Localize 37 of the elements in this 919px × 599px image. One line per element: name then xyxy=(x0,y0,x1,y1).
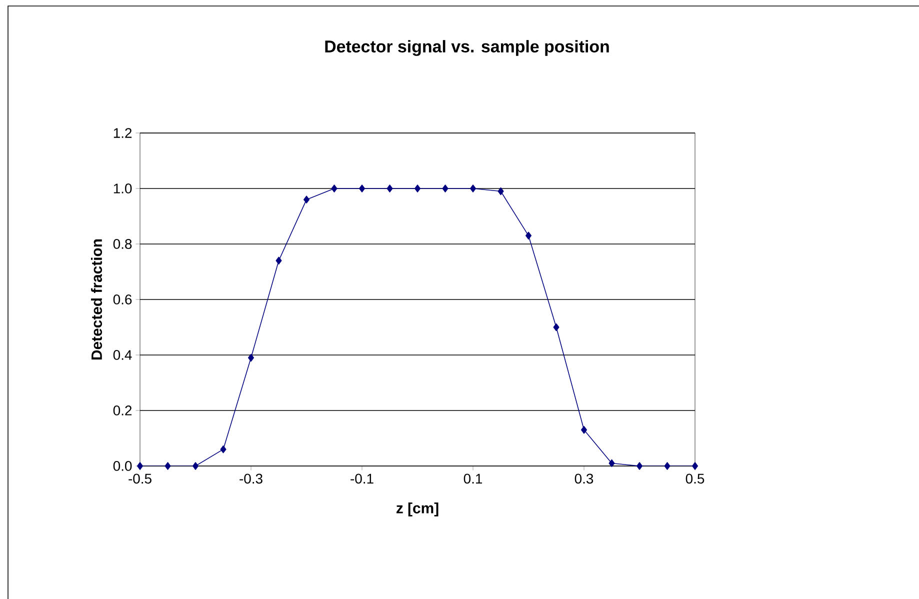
x-tick-label: 0.5 xyxy=(686,474,704,484)
point xyxy=(220,445,226,454)
point xyxy=(525,232,532,240)
x-axis-title: z [cm] xyxy=(396,502,438,516)
point xyxy=(276,256,282,265)
point xyxy=(692,462,698,470)
y-axis-title: Detected fraction xyxy=(91,239,102,360)
point xyxy=(442,184,448,192)
point xyxy=(303,196,310,204)
y-tick-label: 0.2 xyxy=(113,406,132,416)
y-tick-label: 0.6 xyxy=(113,294,132,304)
x-tick-label: -0.3 xyxy=(240,474,262,484)
point xyxy=(498,187,504,196)
y-tick-label: 0.8 xyxy=(113,239,132,249)
x-tick-label: -0.5 xyxy=(128,474,152,484)
x-tick-label: 0.3 xyxy=(574,474,594,484)
point xyxy=(358,184,366,192)
y-tick-label: 0.4 xyxy=(113,350,132,360)
point xyxy=(664,462,670,470)
point xyxy=(331,184,338,192)
point xyxy=(192,462,199,470)
y-tick-label: 1.2 xyxy=(114,128,132,138)
point xyxy=(386,184,393,192)
point xyxy=(636,462,643,470)
point xyxy=(136,462,144,470)
point xyxy=(164,462,171,470)
point xyxy=(414,184,421,192)
y-tick-label: 1.0 xyxy=(114,184,132,194)
x-tick-label: -0.1 xyxy=(350,474,374,484)
x-tick-label: 0.1 xyxy=(464,474,482,484)
chart-title: Detector signal vs. sample position xyxy=(325,40,609,56)
y-tick-label: 0.0 xyxy=(113,461,132,471)
point xyxy=(581,426,588,434)
point xyxy=(248,354,254,362)
point xyxy=(553,323,560,332)
point xyxy=(470,184,476,192)
point xyxy=(608,459,615,468)
